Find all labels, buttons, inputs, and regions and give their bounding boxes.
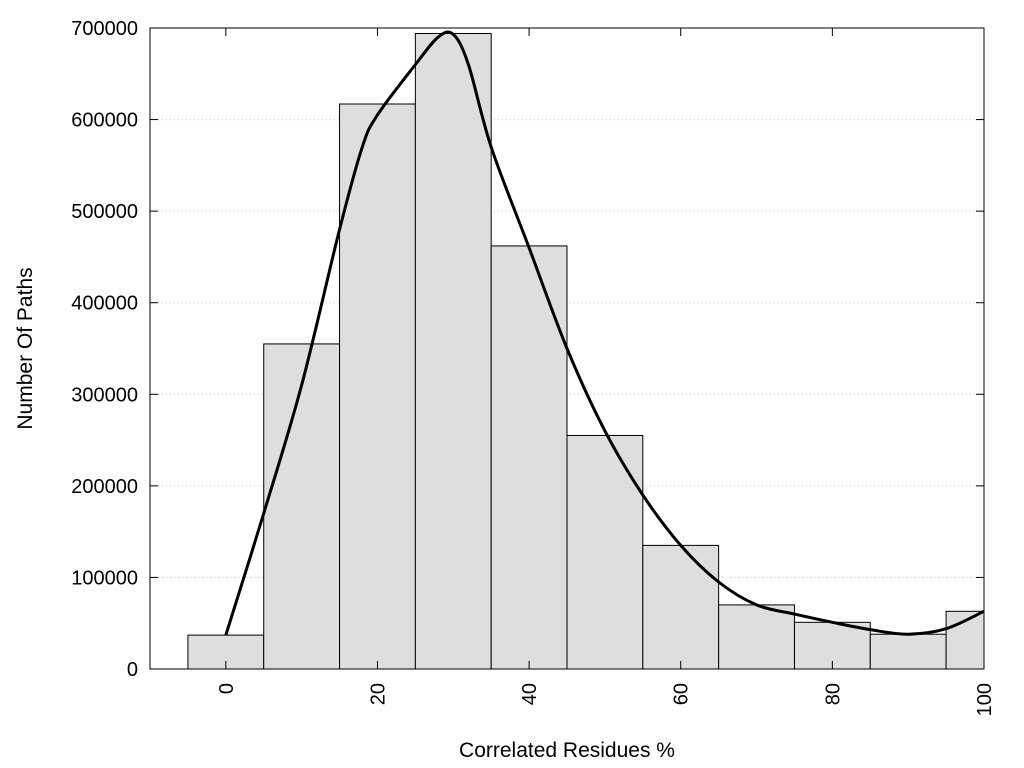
histogram-bar <box>490 245 568 670</box>
y-tick-label: 600000 <box>71 110 138 132</box>
y-axis-title: Number Of Paths <box>14 267 37 429</box>
histogram-bars <box>187 32 985 670</box>
y-tick-label: 100000 <box>71 567 138 589</box>
x-tick-label: 0 <box>216 683 238 694</box>
x-tick-label: 20 <box>367 683 389 705</box>
x-axis-ticks: 0 20 40 60 80 100 <box>216 28 996 716</box>
plot-frame <box>149 27 985 670</box>
y-tick-label: 400000 <box>71 293 138 315</box>
histogram-bar <box>339 103 416 670</box>
x-tick-label: 80 <box>822 683 844 705</box>
x-tick-label: 60 <box>671 683 693 705</box>
y-tick-label: 0 <box>127 659 138 681</box>
histogram-bar <box>642 544 720 670</box>
histogram-bar <box>263 343 341 670</box>
y-axis-ticks: 0 100000 200000 300000 400000 500000 600000 700… <box>71 18 984 681</box>
histogram-bar <box>566 434 644 670</box>
y-tick-label: 700000 <box>71 18 138 40</box>
density-curve <box>224 30 985 636</box>
x-axis-title: Correlated Residues % <box>459 739 675 762</box>
histogram-bar <box>718 604 795 670</box>
x-tick-label: 100 <box>974 683 996 716</box>
y-tick-label: 500000 <box>71 201 138 223</box>
x-tick-label: 40 <box>519 683 541 705</box>
histogram-bar <box>869 633 947 670</box>
y-tick-label: 300000 <box>71 384 138 406</box>
histogram-bar <box>414 32 492 670</box>
y-tick-label: 200000 <box>71 476 138 498</box>
